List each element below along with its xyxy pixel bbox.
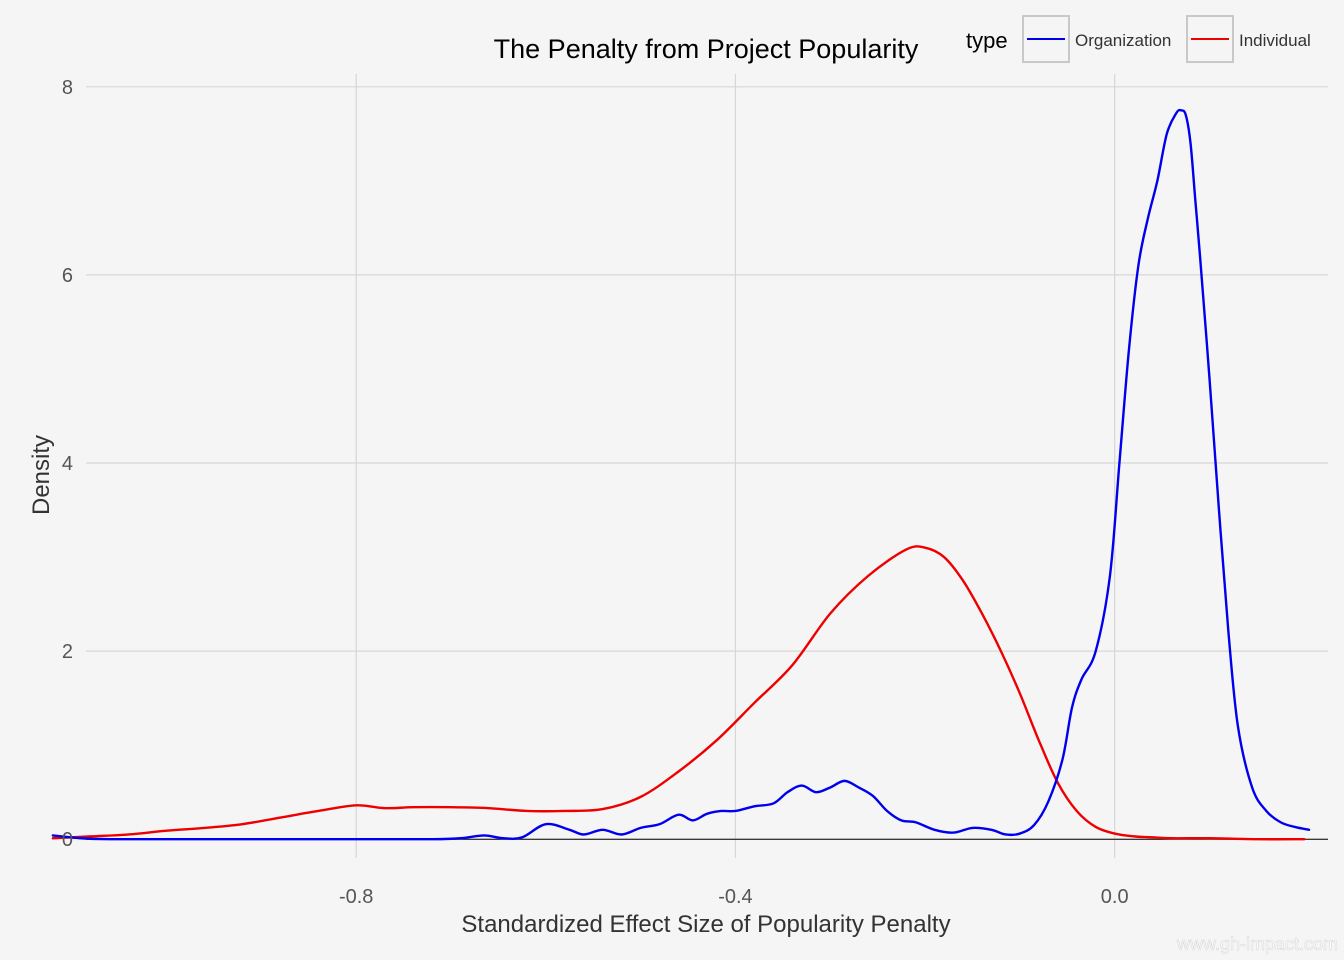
density-line-individual: [51, 545, 1306, 841]
y-tick-label: 4: [62, 453, 73, 475]
series-layer: [51, 108, 1311, 841]
y-tick-label: 0: [62, 829, 73, 851]
x-axis-ticks: -0.8 -0.4 0.0: [339, 886, 1129, 908]
density-line-organization: [51, 108, 1311, 841]
x-axis-title: Standardized Effect Size of Popularity P…: [461, 911, 950, 938]
y-tick-label: 8: [62, 77, 73, 99]
legend-label-organization: Organization: [1075, 31, 1171, 50]
legend-key-organization: [1022, 15, 1070, 63]
legend: type Organization Individual: [966, 15, 1311, 63]
y-tick-label: 6: [62, 265, 73, 287]
x-tick-label: -0.8: [339, 886, 373, 908]
x-tick-label: -0.4: [718, 886, 752, 908]
chart-title: The Penalty from Project Popularity: [494, 34, 919, 64]
watermark: www.gh-impact.com: [1176, 934, 1338, 954]
y-axis-title: Density: [28, 435, 55, 515]
y-axis-ticks: 0 2 4 6 8: [62, 77, 73, 851]
legend-title: type: [966, 28, 1008, 53]
y-tick-label: 2: [62, 641, 73, 663]
x-tick-label: 0.0: [1101, 886, 1129, 908]
grid-lines: [86, 74, 1328, 858]
legend-key-individual: [1186, 15, 1234, 63]
legend-label-individual: Individual: [1239, 31, 1311, 50]
